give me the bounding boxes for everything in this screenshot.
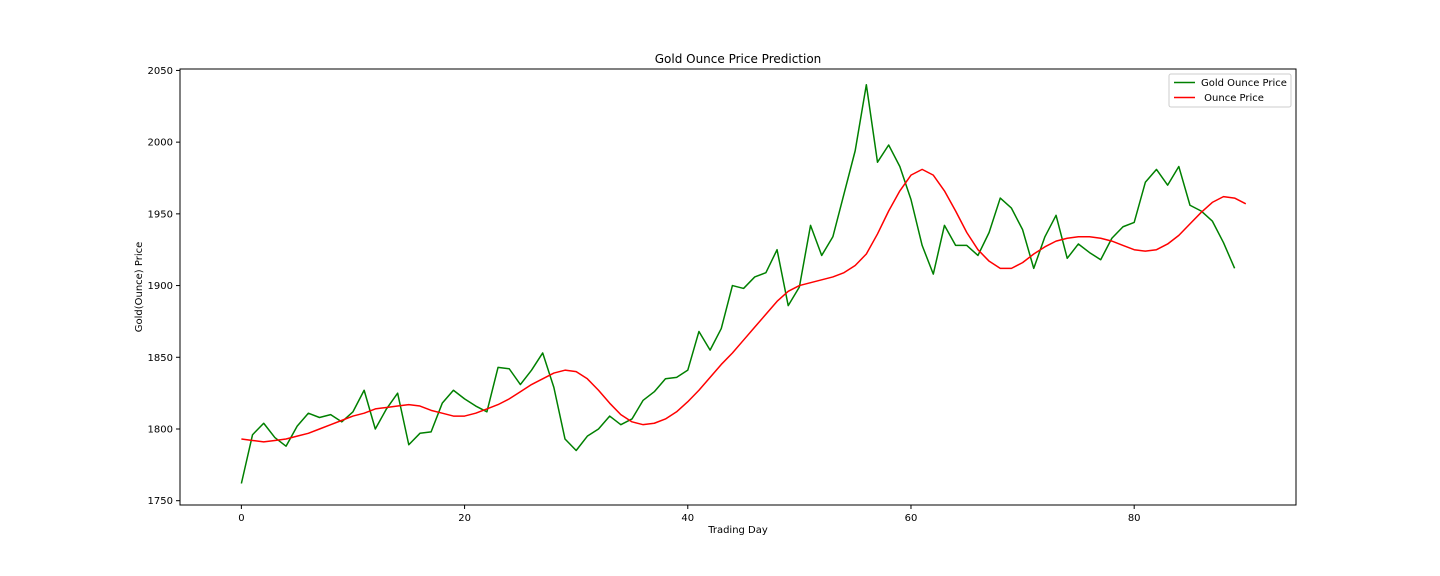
legend-box — [1168, 73, 1292, 108]
y-axis-label: Gold(Ounce) Price — [134, 242, 145, 333]
series-line-0 — [240, 84, 1236, 484]
x-axis-label: Trading Day — [707, 525, 768, 536]
y-axis: 1750 1800 1850 1900 1950 2000 2050 — [148, 66, 180, 507]
plot-area — [240, 84, 1247, 484]
x-tick-label: 40 — [681, 513, 694, 524]
x-tick-label: 0 — [238, 513, 244, 524]
chart-title: Gold Ounce Price Prediction — [655, 52, 822, 66]
series-line-1 — [241, 168, 1247, 443]
y-tick-label: 1750 — [148, 496, 173, 507]
x-tick-label: 60 — [905, 513, 918, 524]
y-tick-label: 1950 — [148, 209, 173, 220]
x-tick-label: 80 — [1128, 513, 1141, 524]
x-axis: 0 20 40 60 80 — [238, 505, 1141, 524]
legend: Gold Ounce Price Ounce Price — [1168, 73, 1292, 108]
legend-label: Gold Ounce Price — [1201, 78, 1287, 89]
y-tick-label: 1900 — [148, 281, 173, 292]
y-tick-label: 1800 — [148, 424, 173, 435]
legend-label: Ounce Price — [1201, 93, 1264, 104]
y-tick-label: 2050 — [148, 66, 173, 77]
plot-frame — [179, 68, 1297, 506]
x-tick-label: 20 — [458, 513, 471, 524]
y-tick-label: 1850 — [148, 353, 173, 364]
y-tick-label: 2000 — [148, 138, 173, 149]
